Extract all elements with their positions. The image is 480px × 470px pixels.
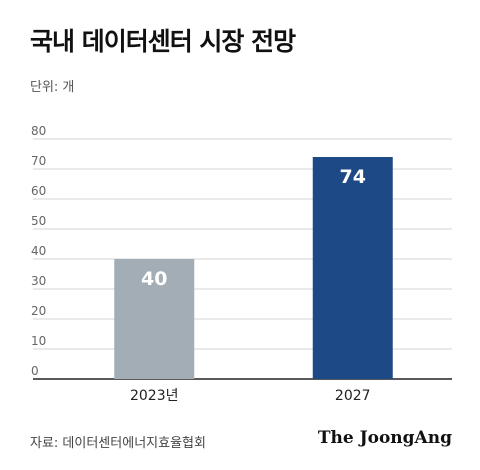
y-tick-label: 20 <box>31 304 46 318</box>
y-tick-label: 0 <box>31 364 39 378</box>
y-tick-label: 40 <box>31 244 46 258</box>
y-tick-label: 70 <box>31 154 46 168</box>
unit-label: 단위: 개 <box>30 80 75 95</box>
bar-chart: 0 10 20 30 40 50 60 70 80 40 2023년 74 2027 <box>31 124 452 404</box>
bar <box>114 259 195 379</box>
chart-title: 국내 데이터센터 시장 전망 <box>30 27 296 56</box>
bars <box>114 157 393 379</box>
y-tick-label: 80 <box>31 124 46 138</box>
bar <box>312 157 393 379</box>
y-tick-label: 30 <box>31 274 46 288</box>
source-note: 자료: 데이터센터에너지효율협회 <box>30 436 206 451</box>
data-label: 40 <box>141 268 167 290</box>
data-label: 74 <box>340 166 366 188</box>
x-tick-label: 2023년 <box>130 388 179 404</box>
y-tick-label: 50 <box>31 214 46 228</box>
labels: 0 10 20 30 40 50 60 70 80 40 2023년 74 2027 <box>31 124 371 404</box>
x-tick-label: 2027 <box>335 388 371 404</box>
y-tick-label: 10 <box>31 334 46 348</box>
brand-logo: The JoongAng <box>317 428 452 448</box>
y-tick-label: 60 <box>31 184 46 198</box>
